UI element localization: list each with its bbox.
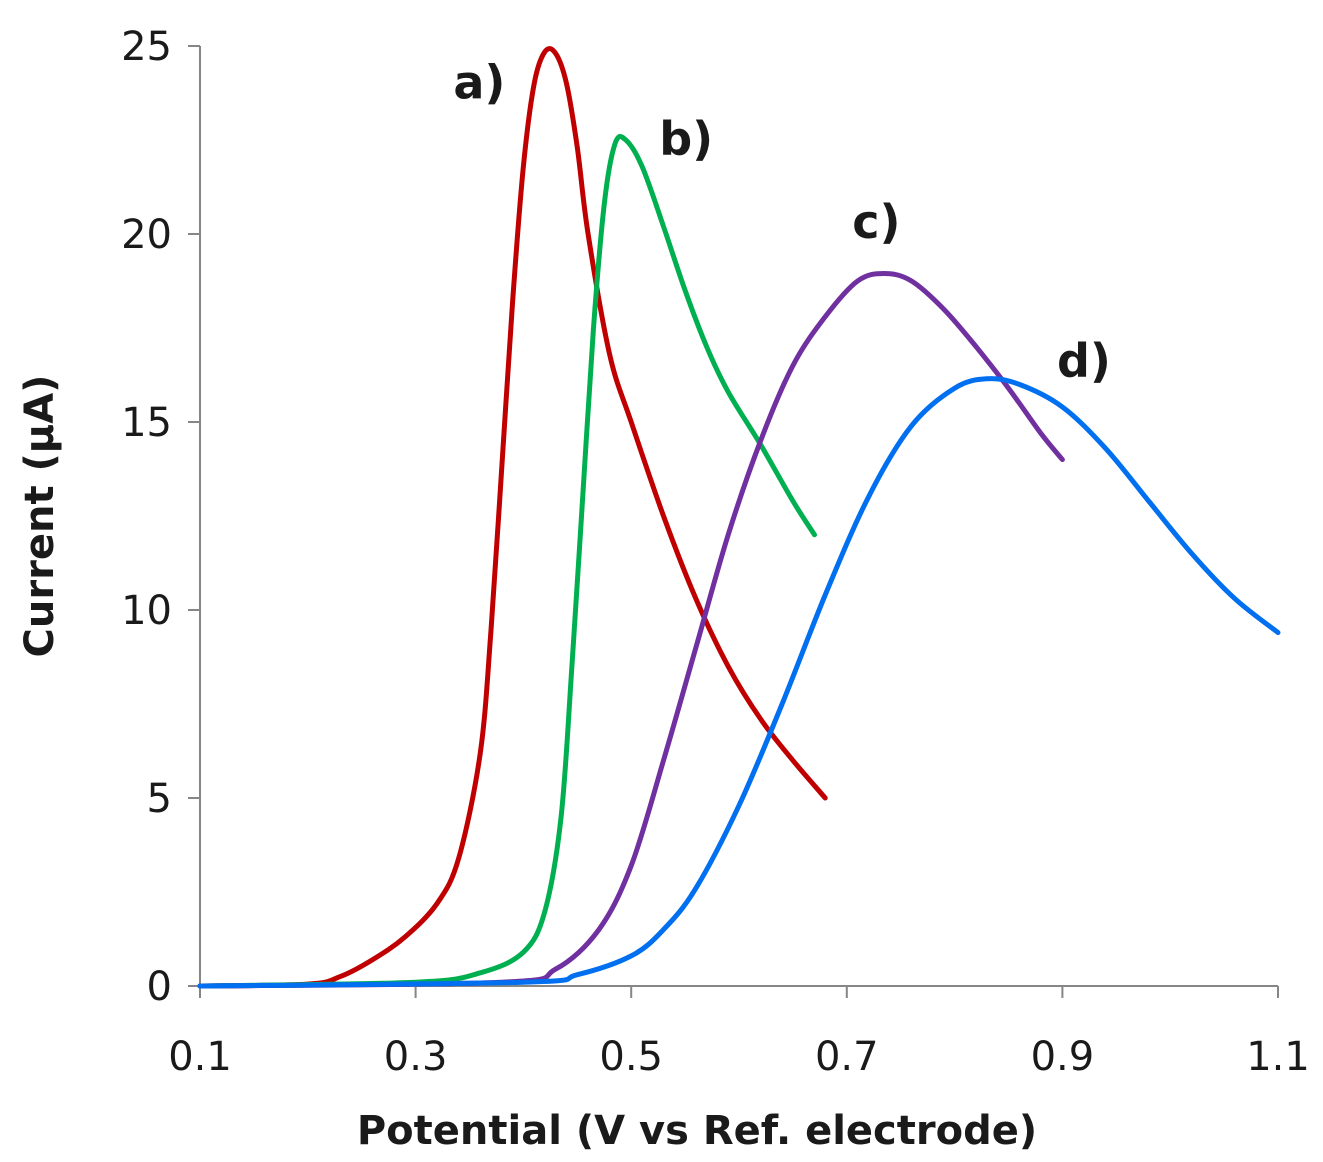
y-tick-label: 25: [121, 24, 172, 70]
x-tick-label: 0.7: [815, 1034, 879, 1080]
series-label-c: c): [852, 195, 900, 249]
series-group: [197, 46, 1281, 989]
x-tick-label: 0.3: [384, 1034, 448, 1080]
x-axis-title: Potential (V vs Ref. electrode): [357, 1108, 1037, 1154]
y-tick-label: 0: [147, 964, 172, 1010]
y-axis-title: Current (μA): [17, 375, 63, 658]
series-label-b: b): [659, 112, 713, 166]
y-tick-label: 5: [147, 776, 172, 822]
x-ticks: 0.1 0.3 0.5 0.7 0.9 1.1: [168, 986, 1310, 1080]
y-ticks: 0 5 10 15 20 25: [121, 24, 200, 1010]
series-line-b: [197, 134, 817, 989]
x-tick-label: 0.5: [599, 1034, 663, 1080]
series-line-a: [197, 46, 828, 989]
series-labels: a) b) c) d): [453, 56, 1111, 388]
x-tick-label: 0.1: [168, 1034, 232, 1080]
axes: [199, 46, 1278, 987]
series-line-d: [197, 376, 1281, 989]
x-tick-label: 1.1: [1246, 1034, 1310, 1080]
y-tick-label: 10: [121, 588, 172, 634]
series-line-c: [197, 271, 1065, 989]
y-tick-label: 15: [121, 400, 172, 446]
series-label-d: d): [1057, 334, 1111, 388]
x-tick-label: 0.9: [1031, 1034, 1095, 1080]
y-tick-label: 20: [121, 212, 172, 258]
series-label-a: a): [453, 56, 505, 110]
